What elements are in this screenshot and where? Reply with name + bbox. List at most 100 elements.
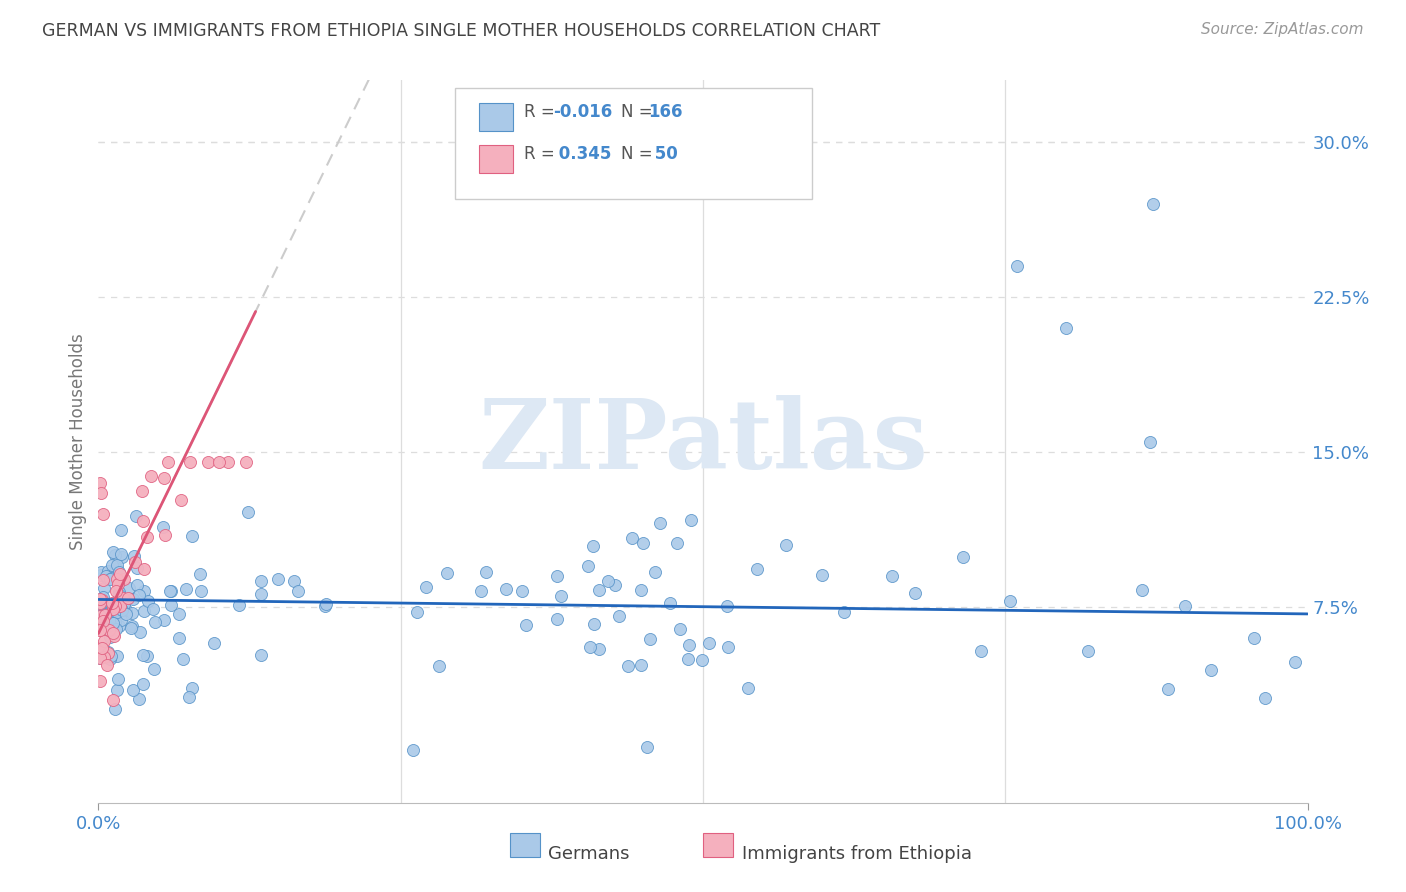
- Point: [658, 596, 681, 610]
- Point: [236, 505, 259, 519]
- Point: [89, 592, 111, 607]
- Point: [578, 640, 600, 655]
- Point: [174, 582, 197, 596]
- Point: [121, 606, 143, 620]
- Point: [679, 513, 702, 527]
- Point: [250, 574, 273, 588]
- Point: [128, 691, 150, 706]
- Point: [105, 569, 128, 583]
- Bar: [479, 103, 513, 131]
- Point: [112, 597, 135, 611]
- Point: [91, 642, 114, 657]
- Point: [690, 653, 713, 667]
- Point: [160, 583, 183, 598]
- Point: [181, 681, 204, 695]
- Point: [181, 529, 204, 543]
- Point: [596, 574, 619, 588]
- Point: [1000, 594, 1022, 608]
- Point: [97, 620, 120, 634]
- Point: [91, 641, 114, 656]
- Point: [880, 569, 903, 583]
- Point: [668, 622, 690, 636]
- Point: [89, 651, 111, 665]
- Point: [127, 561, 149, 575]
- Point: [131, 484, 153, 499]
- Point: [107, 672, 129, 686]
- Point: [188, 566, 211, 581]
- Bar: [479, 145, 513, 173]
- Point: [775, 538, 797, 552]
- Point: [105, 683, 128, 698]
- Point: [104, 622, 127, 636]
- Point: [631, 535, 654, 549]
- Point: [153, 471, 176, 485]
- Point: [112, 572, 135, 586]
- Point: [89, 601, 111, 615]
- Point: [1054, 321, 1077, 335]
- Point: [122, 591, 145, 606]
- Point: [105, 649, 128, 664]
- Point: [427, 659, 450, 673]
- Text: N =: N =: [621, 145, 658, 163]
- Point: [475, 566, 498, 580]
- Point: [1142, 197, 1164, 211]
- Point: [101, 571, 124, 585]
- Point: [132, 648, 155, 662]
- Point: [101, 616, 124, 631]
- Text: N =: N =: [621, 103, 658, 121]
- FancyBboxPatch shape: [456, 87, 811, 200]
- Point: [124, 549, 146, 563]
- Point: [101, 558, 124, 572]
- Point: [436, 566, 458, 581]
- Point: [169, 493, 191, 508]
- Text: Source: ZipAtlas.com: Source: ZipAtlas.com: [1201, 22, 1364, 37]
- Point: [93, 582, 115, 596]
- Point: [315, 598, 337, 612]
- Point: [98, 621, 121, 635]
- Point: [630, 582, 652, 597]
- Point: [132, 514, 155, 528]
- Point: [91, 590, 114, 604]
- Point: [103, 601, 125, 615]
- Point: [153, 613, 176, 627]
- Point: [546, 612, 568, 626]
- Point: [228, 598, 250, 612]
- Point: [640, 632, 662, 646]
- Point: [136, 530, 159, 544]
- Point: [510, 583, 533, 598]
- Point: [155, 527, 177, 541]
- Point: [105, 584, 128, 599]
- Point: [314, 599, 336, 613]
- Point: [110, 547, 132, 561]
- Point: [717, 640, 740, 654]
- Point: [94, 608, 117, 623]
- Point: [132, 562, 155, 576]
- Point: [283, 574, 305, 589]
- Point: [121, 619, 143, 633]
- Point: [89, 673, 111, 688]
- Point: [588, 582, 610, 597]
- Point: [94, 607, 117, 621]
- Point: [124, 555, 146, 569]
- Text: ZIPatlas: ZIPatlas: [478, 394, 928, 489]
- Point: [98, 652, 121, 666]
- Point: [98, 630, 121, 644]
- Point: [202, 635, 225, 649]
- Point: [108, 619, 131, 633]
- Point: [811, 567, 834, 582]
- Point: [97, 564, 120, 578]
- Point: [89, 598, 111, 612]
- Point: [118, 582, 141, 596]
- Point: [145, 615, 167, 630]
- Point: [135, 648, 157, 663]
- Point: [581, 539, 603, 553]
- Point: [120, 621, 142, 635]
- Point: [267, 572, 290, 586]
- Point: [101, 545, 124, 559]
- Point: [89, 640, 111, 655]
- Point: [747, 562, 769, 576]
- Point: [103, 564, 125, 578]
- Point: [470, 584, 492, 599]
- Point: [117, 591, 139, 605]
- Point: [90, 566, 112, 580]
